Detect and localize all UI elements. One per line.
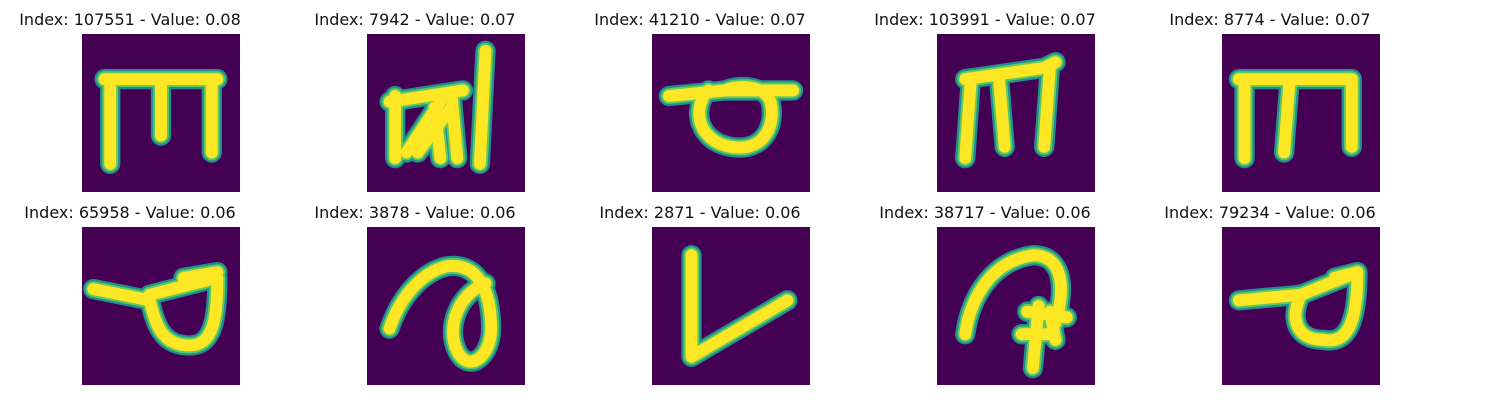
panel-6: Index: 65958 - Value: 0.06 <box>0 193 280 385</box>
panel-title: Index: 103991 - Value: 0.07 <box>874 10 1096 29</box>
panel-9: Index: 38717 - Value: 0.06 <box>835 193 1135 385</box>
glyph-stroke-layer-3 <box>383 45 492 170</box>
panel-title: Index: 79234 - Value: 0.06 <box>1164 203 1376 222</box>
panel-title: Index: 41210 - Value: 0.07 <box>594 10 806 29</box>
glyph-stroke-layer-3 <box>1233 266 1364 347</box>
glyph-image-6 <box>82 227 240 385</box>
panel-1: Index: 107551 - Value: 0.08 <box>0 0 280 192</box>
glyph-image-1 <box>82 34 240 192</box>
panel-title: Index: 107551 - Value: 0.08 <box>19 10 241 29</box>
glyph-stroke-layer-3 <box>685 249 794 363</box>
panel-5: Index: 8774 - Value: 0.07 <box>1120 0 1420 192</box>
glyph-image-8 <box>652 227 810 385</box>
panel-title: Index: 3878 - Value: 0.06 <box>314 203 516 222</box>
panel-8: Index: 2871 - Value: 0.06 <box>550 193 850 385</box>
glyph-stroke-layer-3 <box>87 266 224 352</box>
glyph-stroke-layer-3 <box>663 81 799 154</box>
glyph-image-3 <box>652 34 810 192</box>
glyph-stroke-layer-3 <box>959 56 1062 165</box>
panel-10: Index: 79234 - Value: 0.06 <box>1120 193 1420 385</box>
glyph-stroke-layer-3 <box>1233 73 1358 165</box>
glyph-image-9 <box>937 227 1095 385</box>
glyph-stroke-layer-3 <box>98 73 224 170</box>
panel-title: Index: 2871 - Value: 0.06 <box>599 203 801 222</box>
panel-title: Index: 8774 - Value: 0.07 <box>1169 10 1371 29</box>
glyph-image-7 <box>367 227 525 385</box>
glyph-image-10 <box>1222 227 1380 385</box>
glyph-stroke-layer-3 <box>383 259 498 368</box>
glyph-image-2 <box>367 34 525 192</box>
panel-7: Index: 3878 - Value: 0.06 <box>265 193 565 385</box>
glyph-background <box>652 34 810 192</box>
panel-4: Index: 103991 - Value: 0.07 <box>835 0 1135 192</box>
panel-2: Index: 7942 - Value: 0.07 <box>265 0 565 192</box>
glyph-stroke-layer-3 <box>959 249 1073 374</box>
panel-3: Index: 41210 - Value: 0.07 <box>550 0 850 192</box>
panel-title: Index: 7942 - Value: 0.07 <box>314 10 516 29</box>
glyph-image-4 <box>937 34 1095 192</box>
glyph-image-5 <box>1222 34 1380 192</box>
panel-title: Index: 38717 - Value: 0.06 <box>879 203 1091 222</box>
panel-title: Index: 65958 - Value: 0.06 <box>24 203 236 222</box>
